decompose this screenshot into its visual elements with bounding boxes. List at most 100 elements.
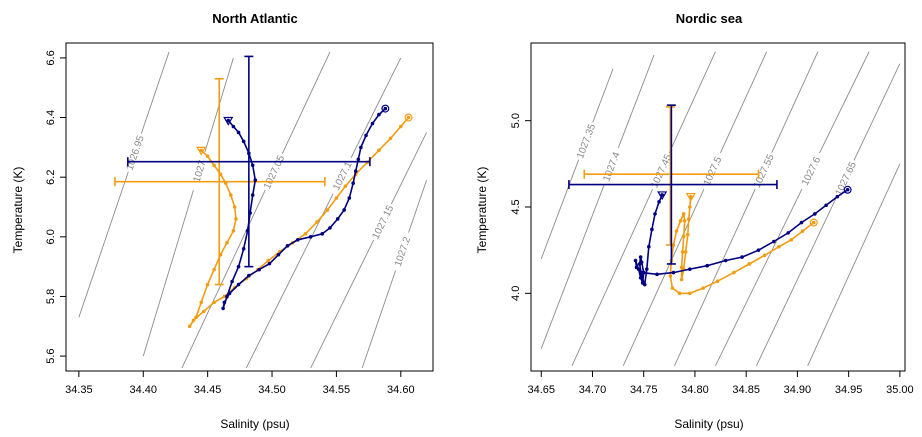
y-tick-label: 6.0 <box>45 229 57 244</box>
series-point <box>199 300 204 305</box>
series-point <box>637 262 642 266</box>
series-point <box>723 258 728 263</box>
series-point <box>221 306 225 311</box>
series-point <box>633 258 638 263</box>
series-point <box>680 250 685 254</box>
series-point <box>248 211 252 215</box>
series-point <box>236 130 241 135</box>
isopycnal-label-bg <box>698 150 726 192</box>
series-point <box>320 232 325 236</box>
x-tick-label: 34.70 <box>579 384 607 396</box>
isopycnal-line <box>142 57 234 357</box>
series-point <box>315 220 319 224</box>
series-point <box>343 184 348 188</box>
isopycnal-line <box>622 51 768 367</box>
y-tick-label: 4.0 <box>510 286 522 301</box>
series-point <box>191 318 196 323</box>
series-point <box>335 217 340 221</box>
y-tick-label: 5.0 <box>510 113 522 128</box>
series-point <box>683 250 688 254</box>
x-axis-label: Salinity (psu) <box>220 417 289 431</box>
series-point <box>689 194 693 199</box>
series-point <box>225 240 229 245</box>
isopycnal-label: 1027.5 <box>702 155 725 188</box>
start-marker <box>381 104 390 113</box>
chart-title: Nordic sea <box>676 11 743 26</box>
series-point <box>257 267 261 272</box>
series-point <box>351 181 355 185</box>
series-point <box>266 258 270 263</box>
series-point <box>377 112 381 117</box>
series-line <box>222 108 386 309</box>
series-point <box>377 148 381 153</box>
series-point <box>334 196 339 200</box>
series-point <box>799 220 804 225</box>
series-point <box>276 252 281 257</box>
x-tick-label: 34.55 <box>323 384 351 396</box>
series-point <box>245 229 250 233</box>
series-point <box>671 270 676 275</box>
x-tick-label: 34.80 <box>681 384 709 396</box>
series-point <box>835 194 840 199</box>
isopycnal-label: 1027.65 <box>834 160 860 198</box>
series-line <box>188 116 410 327</box>
series-point <box>686 217 691 221</box>
series-point <box>231 229 236 233</box>
series-point <box>638 255 643 259</box>
x-tick-label: 34.60 <box>387 384 415 396</box>
series-point <box>677 291 682 296</box>
isopycnal-label: 1027 <box>192 159 209 184</box>
end-marker <box>223 116 234 126</box>
series-point <box>247 151 251 156</box>
isopycnal-label-bg <box>327 155 357 197</box>
series-point <box>653 212 657 216</box>
series-point <box>234 217 238 221</box>
series-point <box>347 196 352 200</box>
isopycnal-line <box>807 163 901 367</box>
isopycnal-label: 1026.95 <box>125 134 147 172</box>
isopycnal-line <box>540 68 614 259</box>
series-point <box>641 270 646 275</box>
series-point <box>308 235 313 239</box>
series-point <box>747 262 752 266</box>
start-marker-dot <box>406 115 411 120</box>
series-point <box>772 239 776 244</box>
series-point <box>225 294 229 299</box>
y-tick-label: 6.2 <box>45 170 57 185</box>
y-axis-label: Temperature (K) <box>475 167 489 254</box>
series-point <box>650 227 654 232</box>
x-tick-label: 34.40 <box>129 384 157 396</box>
series-point <box>241 246 246 251</box>
series-point <box>212 163 216 168</box>
series-point <box>359 145 363 150</box>
series-point <box>756 248 761 252</box>
end-marker <box>657 191 668 201</box>
start-marker-dot <box>383 107 387 111</box>
series-point <box>364 133 368 138</box>
isopycnal-line <box>245 57 402 369</box>
start-marker <box>404 113 413 122</box>
x-tick-label: 34.75 <box>630 384 658 396</box>
series-point <box>681 234 686 239</box>
series-point <box>325 208 330 212</box>
series-point <box>201 309 206 314</box>
series-point <box>199 148 204 153</box>
series-point <box>328 226 332 230</box>
series-point <box>777 244 781 249</box>
series-point <box>356 157 361 162</box>
series-point <box>762 253 767 258</box>
series-point <box>236 282 241 287</box>
start-marker <box>843 185 852 194</box>
isopycnal-line <box>756 63 901 367</box>
isopycnal-line <box>310 132 427 369</box>
series-point <box>674 229 679 233</box>
series-point <box>678 219 683 223</box>
series-point <box>647 244 651 249</box>
x-axis-label: Salinity (psu) <box>674 417 743 431</box>
x-tick-label: 34.65 <box>527 384 555 396</box>
series-point <box>688 205 692 209</box>
y-tick-label: 5.8 <box>45 289 57 304</box>
isopycnal-label: 1027.6 <box>800 155 824 188</box>
